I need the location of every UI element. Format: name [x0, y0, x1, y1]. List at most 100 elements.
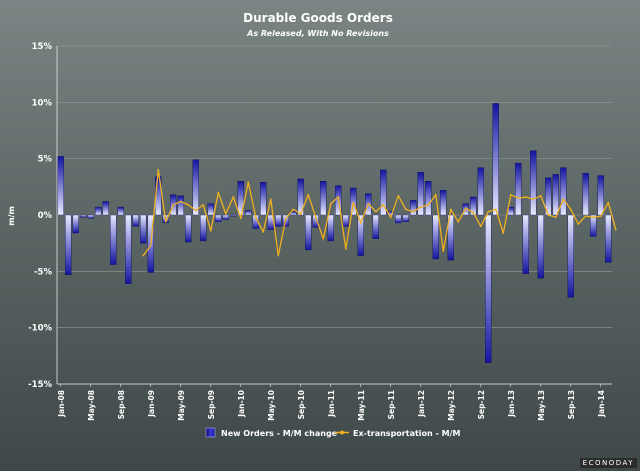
x-tick-label: May-09	[177, 390, 186, 421]
ex-transportation-point	[472, 211, 475, 214]
new-orders-bar	[305, 214, 312, 251]
new-orders-bar	[582, 173, 589, 216]
new-orders-bar	[350, 187, 357, 216]
x-tick-label: May-11	[357, 390, 366, 421]
new-orders-bar	[342, 214, 349, 227]
ex-transportation-point	[382, 203, 385, 206]
new-orders-bar	[605, 214, 612, 263]
new-orders-bar	[515, 162, 522, 216]
legend-label-new-orders: New Orders - M/M change	[221, 429, 338, 438]
new-orders-bar	[447, 214, 454, 261]
new-orders-bar	[327, 214, 334, 242]
new-orders-bar	[185, 214, 192, 243]
ex-transportation-point	[337, 196, 340, 198]
ex-transportation-point	[397, 194, 400, 197]
ex-transportation-point	[292, 208, 295, 211]
x-tick-label: Jan-10	[237, 390, 246, 418]
new-orders-bar	[395, 214, 402, 224]
new-orders-bar	[567, 214, 574, 298]
ex-transportation-point	[262, 231, 265, 233]
new-orders-bar	[102, 201, 109, 216]
legend-label-ex-transportation: Ex-transportation - M/M	[353, 429, 460, 438]
new-orders-bar	[177, 195, 184, 216]
ex-transportation-point	[539, 194, 542, 197]
bar-icon	[205, 427, 216, 438]
x-tick-label: Sep-08	[117, 390, 126, 419]
new-orders-bar	[132, 214, 139, 227]
ex-transportation-point	[569, 208, 572, 211]
ex-transportation-point	[517, 197, 520, 200]
ex-transportation-point	[277, 254, 280, 257]
chart-subtitle: As Released, With No Revisions	[246, 29, 389, 38]
ex-transportation-polyline	[142, 169, 617, 257]
new-orders-bar	[560, 167, 567, 216]
new-orders-bar	[245, 210, 252, 216]
new-orders-bar	[380, 169, 387, 216]
new-orders-bar	[425, 180, 432, 216]
new-orders-bar	[297, 178, 304, 216]
new-orders-bar	[222, 214, 229, 220]
new-orders-bar	[590, 214, 597, 237]
new-orders-bar	[230, 214, 237, 217]
new-orders-bar	[215, 214, 222, 222]
ex-transportation-point	[217, 191, 220, 194]
new-orders-bar	[522, 214, 529, 274]
new-orders-bar	[140, 214, 147, 244]
new-orders-bar	[207, 203, 214, 216]
x-tick-label: Sep-10	[297, 390, 306, 419]
ex-transportation-point	[509, 193, 512, 196]
new-orders-bar	[485, 214, 492, 363]
y-tick-label: 0%	[38, 211, 53, 221]
ex-transportation-point	[434, 193, 437, 196]
x-tick-label: Sep-13	[567, 390, 576, 419]
new-orders-bar	[402, 214, 409, 222]
ex-transportation-point	[322, 237, 325, 240]
ex-transportation-point	[284, 217, 287, 220]
ex-transportation-point	[202, 203, 205, 206]
new-orders-bar	[192, 159, 199, 216]
ex-transportation-point	[547, 214, 550, 216]
legend: New Orders - M/M change Ex-transportatio…	[205, 427, 460, 438]
ex-transportation-point	[149, 244, 152, 247]
ex-transportation-point	[269, 198, 272, 201]
new-orders-bar	[417, 171, 424, 216]
ex-transportation-point	[359, 221, 362, 224]
legend-item-new-orders: New Orders - M/M change	[205, 427, 338, 438]
new-orders-bar	[440, 190, 447, 216]
ex-transportation-point	[494, 208, 497, 211]
ex-transportation-point	[427, 203, 430, 206]
new-orders-bar	[410, 200, 417, 216]
ex-transportation-point	[247, 181, 250, 184]
ex-transportation-point	[584, 215, 587, 218]
x-tick-label: May-12	[447, 390, 456, 421]
ex-transportation-point	[157, 169, 160, 171]
ex-transportation-point	[187, 203, 190, 206]
x-tick-label: Jan-13	[507, 390, 516, 418]
ex-transportation-point	[314, 216, 317, 219]
ex-transportation-point	[179, 200, 182, 203]
ex-transportation-point	[412, 210, 415, 213]
ex-transportation-point	[532, 198, 535, 201]
new-orders-bar	[552, 174, 559, 216]
ex-transportation-point	[239, 217, 242, 220]
y-tick-label: -15%	[28, 380, 52, 390]
ex-transportation-point	[487, 210, 490, 213]
chart-title: Durable Goods Orders	[243, 11, 393, 25]
new-orders-bar	[72, 214, 79, 234]
ex-transportation-point	[502, 232, 505, 234]
new-orders-bars	[57, 103, 612, 363]
y-axis-label: m/m	[7, 206, 16, 226]
y-tick-label: -10%	[28, 324, 52, 334]
ex-transportation-point	[577, 223, 580, 225]
y-tick-label: 5%	[38, 155, 53, 165]
ex-transportation-point	[142, 254, 145, 257]
ex-transportation-point	[607, 201, 610, 204]
ex-transportation-point	[329, 202, 332, 205]
ex-transportation-point	[592, 216, 595, 219]
ex-transportation-point	[254, 216, 257, 219]
line-marker-icon	[340, 430, 344, 435]
x-tick-label: Sep-12	[477, 390, 486, 419]
new-orders-bar	[80, 214, 87, 218]
new-orders-bar	[125, 214, 132, 284]
